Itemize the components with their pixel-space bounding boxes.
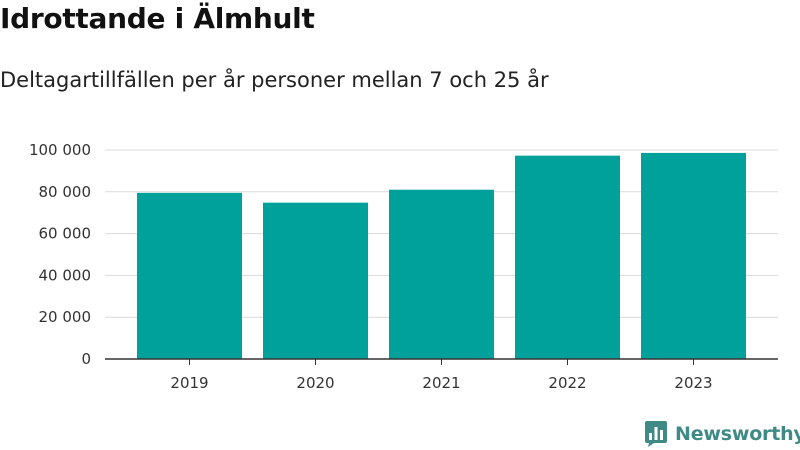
x-tick-label: 2022 bbox=[548, 374, 586, 392]
y-tick-label: 80 000 bbox=[39, 183, 92, 201]
y-tick-label: 100 000 bbox=[29, 141, 91, 159]
chart-title: Idrottande i Älmhult bbox=[0, 2, 315, 35]
bar-2019 bbox=[137, 192, 242, 359]
bar-2023 bbox=[641, 152, 746, 359]
brand-logo: Newsworthy bbox=[645, 420, 800, 448]
bar-2021 bbox=[389, 189, 494, 359]
y-tick-label: 40 000 bbox=[39, 266, 92, 284]
y-tick-label: 60 000 bbox=[39, 225, 92, 243]
y-tick-label: 20 000 bbox=[39, 308, 92, 326]
x-tick-label: 2021 bbox=[422, 374, 460, 392]
bar-2020 bbox=[263, 202, 368, 359]
bar-2022 bbox=[515, 155, 620, 359]
x-tick-label: 2023 bbox=[674, 374, 712, 392]
x-tick-label: 2019 bbox=[170, 374, 208, 392]
chart-subtitle: Deltagartillfällen per år personer mella… bbox=[0, 68, 549, 92]
newsworthy-logo-icon bbox=[645, 421, 667, 447]
x-tick-label: 2020 bbox=[296, 374, 334, 392]
brand-name: Newsworthy bbox=[675, 423, 800, 445]
y-tick-label: 0 bbox=[81, 350, 91, 368]
